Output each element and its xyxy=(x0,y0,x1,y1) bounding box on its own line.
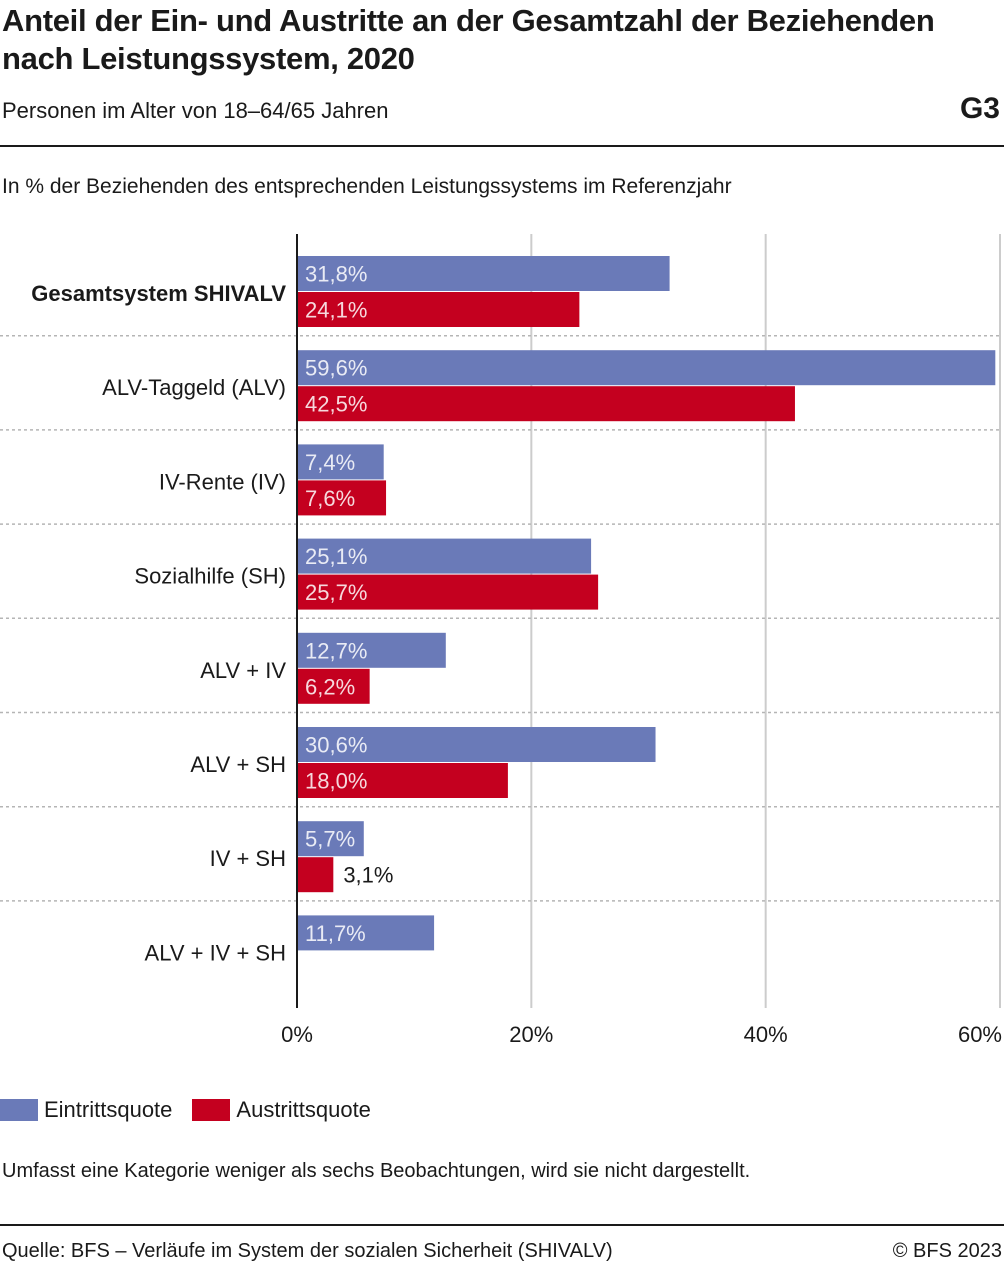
category-label: ALV + IV xyxy=(200,658,286,683)
category-label: ALV + IV + SH xyxy=(145,940,286,965)
bar-eintritt xyxy=(297,538,592,574)
x-tick-label: 0% xyxy=(281,1022,313,1047)
x-tick-label: 20% xyxy=(509,1022,553,1047)
data-label: 7,4% xyxy=(305,450,355,475)
x-tick-label: 60% xyxy=(958,1022,1002,1047)
legend-item-austritt: Austrittsquote xyxy=(192,1096,371,1124)
category-label: Sozialhilfe (SH) xyxy=(134,564,286,589)
bar-chart: Gesamtsystem SHIVALV 31,8% 24,1% ALV-Taggel… xyxy=(0,234,1002,1047)
data-label: 7,6% xyxy=(305,486,355,511)
bar-austritt xyxy=(297,480,387,516)
bar-eintritt xyxy=(297,632,446,668)
data-label: 12,7% xyxy=(305,638,367,663)
category-label: ALV-Taggeld (ALV) xyxy=(102,375,286,400)
footnote: Umfasst eine Kategorie weniger als sechs… xyxy=(2,1160,751,1182)
category-label: Gesamtsystem SHIVALV xyxy=(31,281,286,306)
unit-label: In % der Beziehenden des entsprechenden … xyxy=(2,175,732,198)
legend-label-austritt: Austrittsquote xyxy=(236,1097,371,1122)
data-label: 24,1% xyxy=(305,298,367,323)
category-label: IV-Rente (IV) xyxy=(159,469,286,494)
bar-eintritt xyxy=(297,915,435,951)
data-label: 30,6% xyxy=(305,733,367,758)
bottom-rule xyxy=(0,1224,1004,1226)
legend-swatch-austritt xyxy=(192,1099,231,1121)
bar-austritt xyxy=(297,763,508,798)
chart-title: Anteil der Ein- und Austritte an der Ges… xyxy=(2,3,935,76)
bar-austritt xyxy=(297,668,370,704)
top-rule xyxy=(0,145,1004,147)
data-label: 3,1% xyxy=(343,863,393,888)
legend-item-eintritt: Eintrittsquote xyxy=(0,1096,172,1124)
data-label: 25,1% xyxy=(305,544,367,569)
bar-austritt xyxy=(297,386,795,422)
copyright: © BFS 2023 xyxy=(892,1240,1002,1262)
data-label: 11,7% xyxy=(305,921,366,946)
legend: Eintrittsquote Austrittsquote xyxy=(0,1096,391,1124)
data-label: 42,5% xyxy=(305,392,367,417)
data-label: 59,6% xyxy=(305,356,367,381)
chart-subtitle: Personen im Alter von 18–64/65 Jahren xyxy=(2,98,389,123)
data-label: 5,7% xyxy=(305,827,355,852)
chart-id: G3 xyxy=(959,92,1000,125)
data-label: 25,7% xyxy=(305,580,367,605)
data-label: 31,8% xyxy=(305,262,367,287)
bar-eintritt xyxy=(297,444,384,480)
bar-austritt xyxy=(297,574,599,610)
legend-swatch-eintritt xyxy=(0,1099,38,1121)
source-note: Quelle: BFS – Verläufe im System der soz… xyxy=(2,1240,613,1262)
bar-austritt xyxy=(297,857,334,893)
category-label: ALV + SH xyxy=(190,752,286,777)
bar-eintritt xyxy=(297,350,996,386)
bar-austritt xyxy=(297,292,580,327)
data-label: 6,2% xyxy=(305,674,355,699)
x-tick-label: 40% xyxy=(744,1022,788,1047)
legend-label-eintritt: Eintrittsquote xyxy=(44,1097,173,1122)
bar-eintritt xyxy=(297,821,364,857)
bar-eintritt xyxy=(297,727,656,762)
category-label: IV + SH xyxy=(210,846,286,871)
bar-eintritt xyxy=(297,256,670,291)
data-label: 18,0% xyxy=(305,769,367,794)
